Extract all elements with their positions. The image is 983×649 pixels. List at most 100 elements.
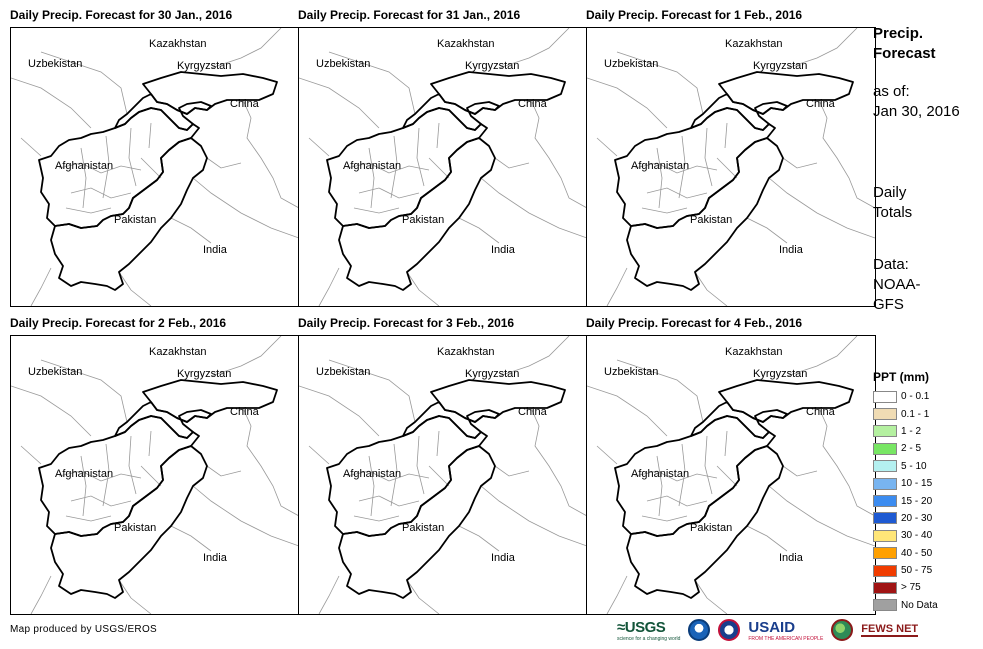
admin-boundary-line (58, 162, 142, 174)
admin-boundary-line (140, 157, 162, 179)
legend-title: PPT (mm) (873, 370, 930, 384)
admin-boundary-line (102, 443, 110, 507)
admin-boundary-line (40, 359, 128, 423)
admin-boundary-line (242, 407, 299, 517)
admin-boundary-line (480, 485, 587, 547)
pakistan-border (338, 137, 496, 291)
admin-boundary-line (206, 465, 242, 477)
admin-boundary-line (530, 99, 587, 209)
pakistan-border (626, 445, 784, 599)
panel-title: Daily Precip. Forecast for 1 Feb., 2016 (586, 8, 803, 22)
legend-swatch (873, 442, 897, 455)
data-line3: GFS (873, 296, 904, 313)
sidebar-data-source: Data: NOAA- GFS (873, 255, 921, 315)
admin-boundary-line (65, 515, 112, 522)
admin-boundary-line (786, 28, 858, 69)
admin-boundary-line (494, 465, 530, 477)
tajikistan-border (690, 401, 788, 439)
admin-boundary-line (746, 217, 788, 244)
admin-boundary-line (346, 470, 430, 482)
admin-boundary-line (768, 177, 875, 239)
admin-boundary-line (318, 575, 340, 614)
legend-label: 20 - 30 (901, 512, 933, 524)
admin-boundary-line (716, 465, 738, 487)
admin-boundary-line (498, 336, 570, 377)
usgs-logo: ≈USGS science for a changing world (617, 619, 680, 642)
admin-boundary-line (328, 359, 416, 423)
admin-boundary-line (192, 485, 299, 547)
admin-boundary-line (390, 135, 398, 199)
tajikistan-border (114, 93, 212, 131)
noaa-logo-icon (688, 619, 711, 641)
admin-boundary-line (11, 385, 92, 437)
basemap-svg (299, 28, 587, 306)
admin-boundary-line (786, 336, 858, 377)
admin-boundary-line (818, 99, 875, 209)
admin-boundary-line (818, 407, 875, 517)
admin-boundary-line (678, 135, 686, 199)
admin-boundary-line (128, 127, 137, 187)
basemap-svg (587, 336, 875, 614)
legend-item: 0 - 0.1 (873, 388, 978, 405)
usaid-logo-text: USAID (748, 618, 796, 636)
legend-item: 20 - 30 (873, 510, 978, 527)
fewsnet-globe-icon (831, 619, 854, 641)
panel-title: Daily Precip. Forecast for 30 Jan., 2016 (10, 8, 233, 22)
precip-map: Kazakhstan Uzbekistan Kyrgyzstan China Afgha… (586, 27, 876, 307)
legend-swatch (873, 390, 897, 403)
panel-title: Daily Precip. Forecast for 31 Jan., 2016 (298, 8, 521, 22)
admin-boundary-line (30, 267, 52, 306)
admin-boundary-line (148, 430, 152, 457)
admin-boundary-line (242, 99, 299, 209)
admin-boundary-line (308, 445, 330, 465)
legend-item: 0.1 - 1 (873, 405, 978, 422)
legend-swatch (873, 460, 897, 473)
admin-boundary-line (20, 137, 42, 157)
pakistan-border (338, 445, 496, 599)
admin-boundary-line (358, 495, 420, 507)
legend-label: 40 - 50 (901, 547, 933, 559)
data-line1: Data: (873, 256, 909, 273)
admin-boundary-line (20, 445, 42, 465)
legend-item: 15 - 20 (873, 492, 978, 509)
admin-boundary-line (656, 147, 663, 209)
admin-boundary-line (724, 430, 728, 457)
admin-boundary-line (11, 77, 92, 129)
admin-boundary-line (428, 157, 450, 179)
admin-boundary-line (358, 187, 420, 199)
admin-boundary-line (716, 157, 738, 179)
legend-swatch (873, 581, 897, 594)
basemap-svg (11, 336, 299, 614)
legend-label: 0 - 0.1 (901, 391, 930, 403)
legend-label: > 75 (901, 582, 921, 594)
legend-item: 10 - 15 (873, 475, 978, 492)
sidebar-title: Precip. Forecast (873, 24, 936, 64)
admin-boundary-line (596, 137, 618, 157)
legend-items: 0 - 0.1 0.1 - 1 1 - 2 2 - 5 5 - 10 10 - 15 15 … (873, 388, 978, 614)
admin-boundary-line (724, 122, 728, 149)
precip-map: Kazakhstan Uzbekistan Kyrgyzstan China Afgha… (10, 27, 300, 307)
admin-boundary-line (494, 157, 530, 169)
admin-boundary-line (170, 525, 212, 552)
admin-boundary-line (746, 525, 788, 552)
admin-boundary-line (530, 407, 587, 517)
basemap-svg (299, 336, 587, 614)
legend-label: 0.1 - 1 (901, 408, 930, 420)
admin-boundary-line (128, 435, 137, 495)
admin-boundary-line (436, 122, 440, 149)
pakistan-border (626, 137, 784, 291)
legend-label: 10 - 15 (901, 478, 933, 490)
admin-boundary-line (353, 207, 400, 214)
admin-boundary-line (118, 271, 152, 306)
forecast-panel-30-jan: Daily Precip. Forecast for 30 Jan., 2016… (10, 5, 300, 307)
forecast-panel-2-feb: Daily Precip. Forecast for 2 Feb., 2016 … (10, 313, 300, 615)
admin-boundary-line (299, 77, 380, 129)
precip-map: Kazakhstan Uzbekistan Kyrgyzstan China Afgha… (298, 27, 588, 307)
precip-map: Kazakhstan Uzbekistan Kyrgyzstan China Afgha… (586, 335, 876, 615)
admin-boundary-line (206, 157, 242, 169)
admin-boundary-line (390, 443, 398, 507)
admin-boundary-line (328, 51, 416, 115)
legend-swatch (873, 529, 897, 542)
agency-logos: ≈USGS science for a changing world USAID… (617, 616, 919, 644)
legend-swatch (873, 425, 897, 438)
